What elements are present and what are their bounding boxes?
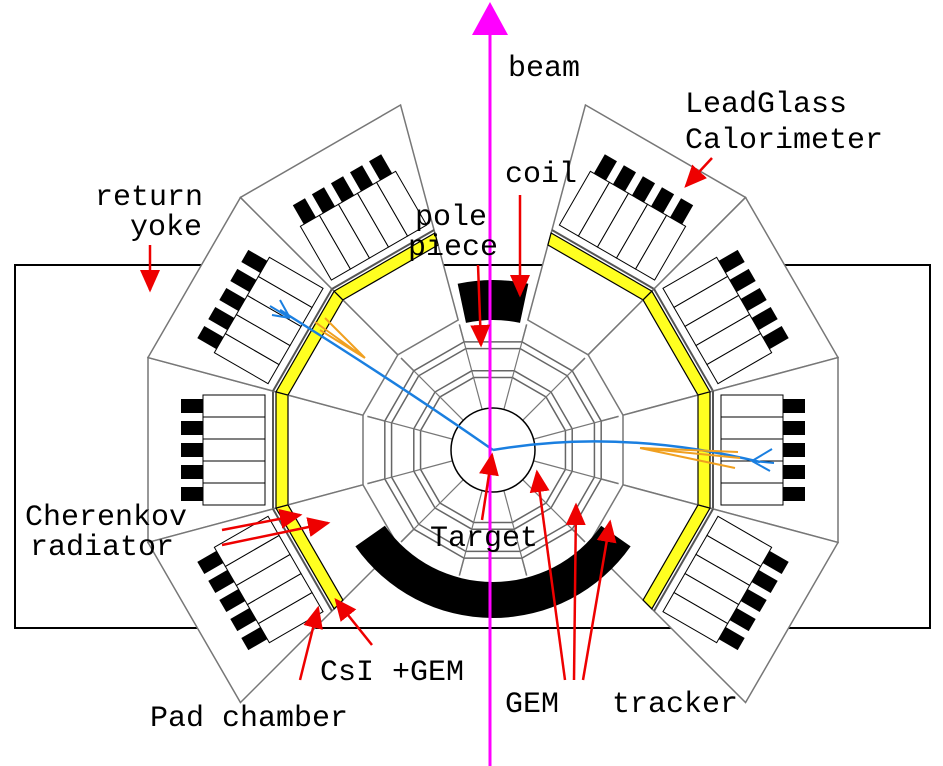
photomultiplier: [197, 550, 224, 574]
tracks: [269, 299, 775, 472]
sector-divider: [367, 415, 453, 440]
photomultiplier: [241, 249, 268, 273]
label-gem: GEM: [505, 688, 559, 722]
coil-top: [457, 280, 529, 323]
calorimeter-sector: [622, 356, 839, 544]
photomultiplier: [783, 487, 805, 501]
photomultiplier: [740, 287, 767, 312]
label-pole: pole: [415, 201, 487, 235]
photomultiplier: [762, 326, 789, 350]
photomultiplier: [369, 154, 393, 181]
cherenkov-radiator: [333, 232, 439, 301]
label-target: Target: [430, 522, 538, 556]
leadglass-block: [202, 460, 266, 484]
label-pad-chamber: Pad chamber: [150, 702, 348, 736]
photomultiplier: [718, 627, 745, 651]
photomultiplier: [762, 550, 789, 574]
label-leadglass: LeadGlass: [685, 88, 847, 122]
sector-divider: [458, 490, 483, 576]
photomultiplier: [612, 165, 637, 192]
sector-divider: [533, 460, 619, 485]
calorimeter-sector: [146, 196, 399, 417]
photomultiplier: [783, 465, 805, 479]
photomultiplier: [783, 399, 805, 413]
photomultiplier: [650, 187, 675, 214]
modules: [146, 103, 840, 704]
leadglass-block: [720, 394, 784, 418]
sector-divider: [367, 460, 453, 485]
photomultiplier: [311, 187, 336, 214]
photomultiplier: [181, 421, 203, 435]
photomultiplier: [181, 465, 203, 479]
pad-chamber: [331, 229, 435, 290]
leadglass-block: [202, 438, 266, 462]
photomultiplier: [197, 326, 224, 350]
photomultiplier: [230, 268, 257, 293]
leadglass-block: [662, 591, 729, 644]
photomultiplier: [729, 607, 756, 632]
sector-divider: [400, 479, 464, 543]
sector-divider: [503, 490, 528, 576]
cherenkov-radiator: [642, 504, 711, 610]
leadglass-block: [720, 416, 784, 440]
sector-divider: [400, 357, 464, 421]
pad-chamber: [653, 288, 714, 392]
leadglass-block: [720, 482, 784, 506]
photomultiplier: [219, 287, 246, 312]
leadglass-block: [706, 332, 773, 385]
calorimeter-sector: [239, 103, 460, 356]
pad-chamber: [551, 229, 655, 290]
photomultiplier: [751, 569, 778, 594]
sector-divider: [533, 415, 619, 440]
photomultiplier: [670, 198, 694, 225]
label-csi-gem: CsI +GEM: [320, 656, 464, 690]
label-piece: piece: [408, 231, 498, 265]
label-beam: beam: [508, 52, 580, 86]
label-tracker: tracker: [612, 688, 738, 722]
pad-chamber: [653, 508, 714, 612]
label-calorimeter: Calorimeter: [685, 124, 883, 158]
calorimeter-sector: [587, 483, 840, 704]
label-yoke: yoke: [130, 211, 202, 245]
label-coil: coil: [505, 158, 577, 192]
arrows: [140, 157, 713, 681]
photomultiplier: [349, 165, 374, 192]
photomultiplier: [593, 154, 617, 181]
photomultiplier: [181, 399, 203, 413]
pad-chamber: [272, 288, 333, 392]
photomultiplier: [718, 249, 745, 273]
photomultiplier: [631, 176, 656, 203]
leadglass-block: [202, 416, 266, 440]
label-return: return: [95, 181, 203, 215]
sector-divider: [503, 324, 528, 410]
photomultiplier: [783, 421, 805, 435]
photomultiplier: [181, 443, 203, 457]
return-yoke: [14, 264, 931, 629]
calorimeter-sector: [147, 356, 364, 544]
photomultiplier: [783, 443, 805, 457]
photomultiplier: [219, 588, 246, 613]
calorimeter-sector: [587, 196, 840, 417]
photomultiplier: [740, 588, 767, 613]
cherenkov-radiator: [275, 391, 289, 509]
photomultiplier: [208, 569, 235, 594]
leadglass-block: [202, 394, 266, 418]
coil-bottom: [355, 525, 631, 619]
sector-divider: [458, 324, 483, 410]
photomultiplier: [208, 306, 235, 331]
photomultiplier: [330, 176, 355, 203]
photomultiplier: [751, 306, 778, 331]
photomultiplier: [292, 198, 316, 225]
photomultiplier: [230, 607, 257, 632]
photomultiplier: [729, 268, 756, 293]
leadglass-block: [202, 482, 266, 506]
label-radiator: radiator: [30, 531, 174, 565]
photomultiplier: [241, 627, 268, 651]
leadglass-block: [720, 460, 784, 484]
label-cherenkov: Cherenkov: [25, 501, 187, 535]
photomultiplier: [181, 487, 203, 501]
sector-divider: [522, 357, 586, 421]
